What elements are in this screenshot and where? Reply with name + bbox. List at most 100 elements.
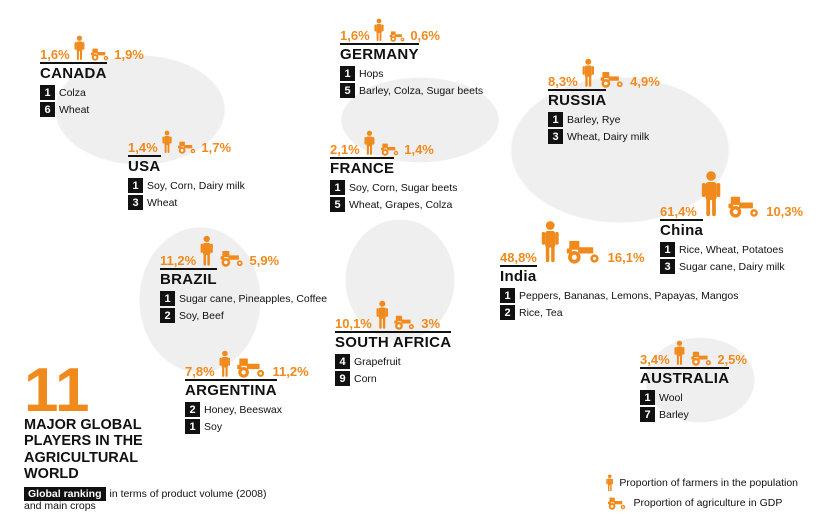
stats-row: 8,3% 4,9%	[548, 58, 660, 88]
farmers-pct: 10,1%	[335, 317, 372, 330]
crop-row: 4 Grapefruit	[335, 354, 451, 369]
title-line: WORLD	[24, 466, 79, 482]
tractor-icon	[388, 30, 407, 42]
rank-badge: 1	[640, 390, 655, 405]
country-russia: 8,3% 4,9% RUSSIA 1 Barley, Rye 3 Wheat, …	[548, 58, 660, 144]
title-heading: MAJOR GLOBAL PLAYERS IN THE AGRICULTURAL…	[24, 417, 274, 482]
crops-text: Wheat	[59, 104, 89, 116]
farmers-pct: 2,1%	[330, 143, 360, 156]
person-icon	[674, 340, 685, 366]
crop-row: 7 Barley	[640, 407, 747, 422]
crop-row: 9 Corn	[335, 371, 451, 386]
crops-text: Wheat, Grapes, Colza	[349, 199, 452, 211]
gdp-pct: 4,9%	[630, 75, 660, 88]
tractor-icon	[598, 70, 626, 88]
legend: Proportion of farmers in the population …	[606, 470, 798, 510]
rank-badge: 1	[128, 178, 143, 193]
crop-row: 3 Wheat	[128, 195, 245, 210]
rank-badge: 5	[340, 83, 355, 98]
country-india: 48,8% 16,1% India 1 Peppers, Bananas, Le…	[500, 220, 738, 320]
country-brazil: 11,2% 5,9% BRAZIL 1 Sugar cane, Pineappl…	[160, 235, 327, 323]
crop-row: 1 Hops	[340, 66, 483, 81]
gdp-pct: 1,7%	[201, 141, 231, 154]
stats-row: 11,2% 5,9%	[160, 235, 327, 267]
stats-row: 2,1% 1,4%	[330, 130, 457, 156]
farmers-pct: 1,4%	[128, 141, 158, 154]
crops-text: Grapefruit	[354, 356, 401, 368]
crop-row: 2 Soy, Beef	[160, 308, 327, 323]
country-name: SOUTH AFRICA	[335, 331, 451, 351]
rank-badge: 1	[40, 85, 55, 100]
legend-gdp: Proportion of agriculture in GDP	[606, 496, 798, 510]
rank-badge: 9	[335, 371, 350, 386]
person-icon	[74, 35, 85, 61]
country-france: 2,1% 1,4% FRANCE 1 Soy, Corn, Sugar beet…	[330, 130, 457, 212]
crops-text: Soy, Corn, Sugar beets	[349, 182, 457, 194]
country-germany: 1,6% 0,6% GERMANY 1 Hops 5 Barley, Colza…	[340, 18, 483, 98]
legend-farmers: Proportion of farmers in the population	[606, 474, 798, 492]
country-canada: 1,6% 1,9% CANADA 1 Colza 6 Wheat	[40, 35, 144, 117]
country-name: AUSTRALIA	[640, 367, 729, 387]
stats-row: 61,4% 10,3%	[660, 170, 803, 218]
rank-badge: 3	[128, 195, 143, 210]
farmers-pct: 8,3%	[548, 75, 578, 88]
country-name: CANADA	[40, 62, 107, 82]
crop-row: 6 Wheat	[40, 102, 144, 117]
tractor-icon	[606, 496, 628, 510]
crops-text: Wheat, Dairy milk	[567, 131, 649, 143]
rank-badge: 1	[340, 66, 355, 81]
crops-text: Colza	[59, 87, 86, 99]
person-icon	[374, 18, 384, 42]
rank-badge: 3	[548, 129, 563, 144]
crops-text: Wheat	[147, 197, 177, 209]
tractor-icon	[725, 194, 762, 218]
farmers-pct: 3,4%	[640, 353, 670, 366]
gdp-pct: 5,9%	[249, 254, 279, 267]
crops-text: Barley	[659, 409, 689, 421]
stats-row: 3,4% 2,5%	[640, 340, 747, 366]
crops-text: Barley, Colza, Sugar beets	[359, 85, 483, 97]
crop-row: 5 Wheat, Grapes, Colza	[330, 197, 457, 212]
farmers-pct: 1,6%	[340, 29, 370, 42]
crops-text: Corn	[354, 373, 377, 385]
rank-badge: 1	[500, 288, 515, 303]
tractor-icon	[563, 238, 603, 264]
title-line: MAJOR GLOBAL	[24, 417, 142, 433]
country-name: GERMANY	[340, 43, 419, 63]
gdp-pct: 1,9%	[114, 48, 144, 61]
gdp-pct: 16,1%	[608, 251, 645, 264]
person-icon	[364, 130, 375, 156]
crop-row: 1 Barley, Rye	[548, 112, 660, 127]
person-icon	[376, 300, 389, 330]
stats-row: 48,8% 16,1%	[500, 220, 738, 264]
farmers-pct: 11,2%	[160, 254, 196, 267]
person-icon	[162, 130, 172, 154]
title-block: 11 MAJOR GLOBAL PLAYERS IN THE AGRICULTU…	[24, 363, 274, 512]
person-icon	[701, 170, 721, 218]
rank-badge: 1	[548, 112, 563, 127]
crops-text: Sugar cane, Pineapples, Coffee	[179, 293, 327, 305]
country-name: USA	[128, 155, 161, 175]
country-name: FRANCE	[330, 157, 394, 177]
tractor-icon	[379, 142, 401, 156]
rank-badge: 5	[330, 197, 345, 212]
rank-badge: 7	[640, 407, 655, 422]
rank-badge: 2	[500, 305, 515, 320]
rank-badge: 6	[40, 102, 55, 117]
country-south_africa: 10,1% 3% SOUTH AFRICA 4 Grapefruit 9 Cor…	[335, 300, 451, 386]
title-number: 11	[24, 363, 90, 419]
subtitle-badge: Global ranking	[24, 487, 106, 501]
tractor-icon	[392, 314, 417, 330]
country-name: India	[500, 265, 537, 285]
person-icon	[582, 58, 595, 88]
crop-row: 2 Rice, Tea	[500, 305, 738, 320]
crops-text: Hops	[359, 68, 384, 80]
stats-row: 1,6% 1,9%	[40, 35, 144, 61]
gdp-pct: 10,3%	[766, 205, 803, 218]
legend-farmers-label: Proportion of farmers in the population	[619, 477, 798, 489]
rank-badge: 1	[330, 180, 345, 195]
crop-row: 5 Barley, Colza, Sugar beets	[340, 83, 483, 98]
rank-badge: 4	[335, 354, 350, 369]
crop-row: 3 Wheat, Dairy milk	[548, 129, 660, 144]
crop-row: 1 Sugar cane, Pineapples, Coffee	[160, 291, 327, 306]
